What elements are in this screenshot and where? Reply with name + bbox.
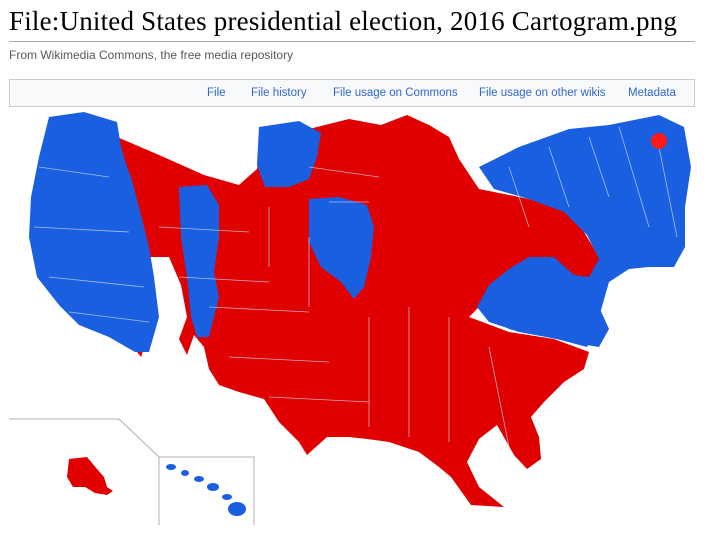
republican-region <box>381 131 449 207</box>
page-subtitle: From Wikimedia Commons, the free media r… <box>9 48 294 62</box>
state-borders <box>33 126 678 448</box>
page-title: File:United States presidential election… <box>9 6 678 36</box>
republican-region <box>117 115 609 507</box>
democrat-region <box>179 185 219 337</box>
democrat-region <box>491 267 609 347</box>
cartogram-image[interactable] <box>9 107 695 525</box>
file-tabs-bar: File File history File usage on Commons … <box>9 79 695 107</box>
democrat-region <box>257 121 321 187</box>
tab-file[interactable]: File <box>207 87 226 99</box>
tab-metadata[interactable]: Metadata <box>628 87 676 99</box>
democrat-region <box>309 197 374 299</box>
hawaii-inset <box>166 464 246 516</box>
tab-file-history[interactable]: File history <box>251 87 307 99</box>
cartogram-map <box>9 112 691 525</box>
tab-file-usage-commons[interactable]: File usage on Commons <box>333 87 458 99</box>
alaska-inset <box>67 457 113 495</box>
inset-dividers <box>9 418 255 525</box>
democrat-region <box>29 112 159 352</box>
tab-file-usage-other-wikis[interactable]: File usage on other wikis <box>479 87 606 99</box>
title-divider <box>9 41 695 42</box>
dc-marker <box>651 133 667 149</box>
